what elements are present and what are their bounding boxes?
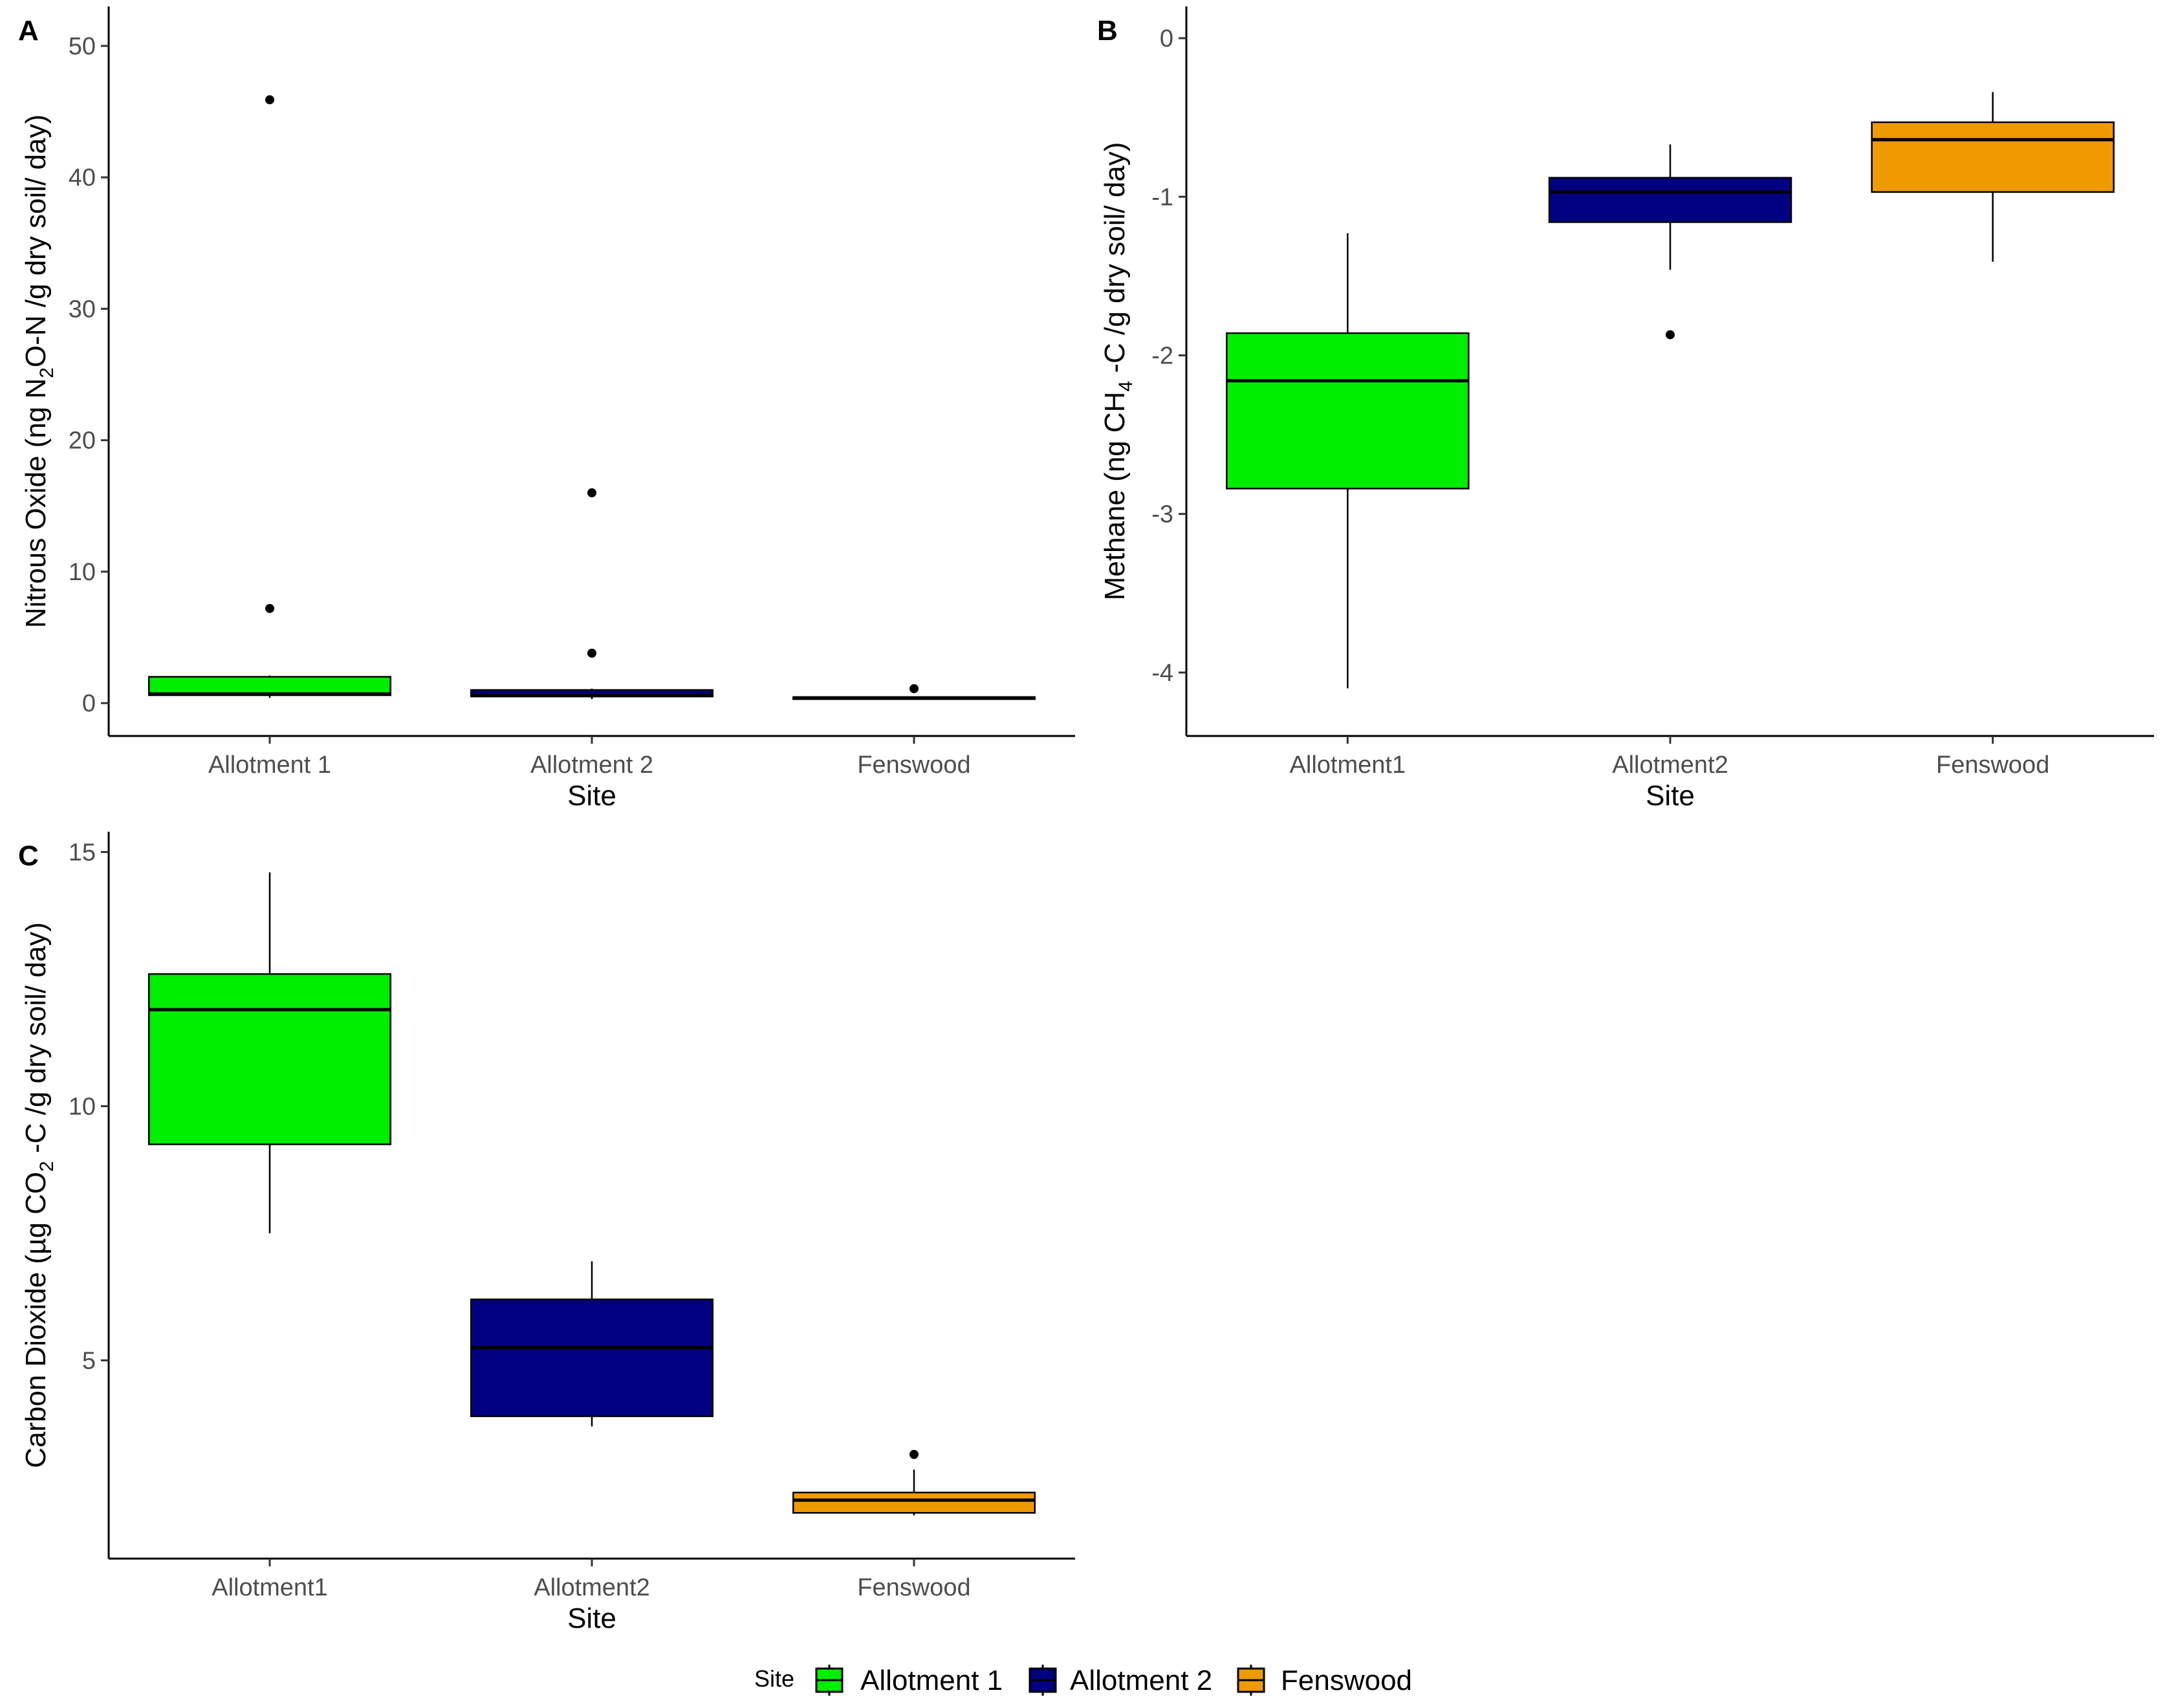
box-1 xyxy=(148,95,391,698)
y-axis-title: Nitrous Oxide (ng N2O-N /g dry soil/ day… xyxy=(20,114,58,628)
legend-key-allotment-2 xyxy=(1029,1665,1057,1696)
box-3 xyxy=(792,684,1036,700)
x-tick-label: Allotment 1 xyxy=(208,751,331,779)
x-tick-label: Fenswood xyxy=(1936,751,2049,779)
box-2 xyxy=(470,1261,713,1427)
panel-c: C 5 10 15 Allotment1 Allotment2 Fenswood Site Ca… xyxy=(18,832,1075,1634)
panel-tag: C xyxy=(18,840,39,872)
outlier-point xyxy=(909,684,919,693)
y-tick-label: 50 xyxy=(69,33,96,60)
y-tick-label: 10 xyxy=(69,559,96,586)
legend-label-allotment-2: Allotment 2 xyxy=(1070,1665,1212,1696)
y-tick-label: 10 xyxy=(69,1093,96,1120)
outlier-point xyxy=(265,603,274,613)
box-3 xyxy=(792,1449,1036,1516)
y-axis-title-part: O-N /g dry soil/ day) xyxy=(20,114,52,367)
y-axis-title-part: Methane (ng CH xyxy=(1099,392,1131,601)
x-tick-label: Allotment1 xyxy=(1290,751,1406,779)
y-tick-label: -4 xyxy=(1151,660,1173,687)
y-tick-label: -3 xyxy=(1151,501,1173,528)
y-tick-label: 20 xyxy=(69,427,96,455)
y-axis-title-subscript: 2 xyxy=(36,367,58,378)
x-tick-label: Fenswood xyxy=(857,751,970,779)
y-tick-label: 5 xyxy=(82,1347,96,1374)
box-body xyxy=(792,1491,1036,1514)
y-tick-label: -2 xyxy=(1151,342,1173,369)
box-body xyxy=(1871,121,2115,193)
box-body xyxy=(1226,332,1470,490)
legend: Site Allotment 1 Allotment 2 Fenswood xyxy=(754,1665,1412,1696)
panel-tag: B xyxy=(1097,15,1118,47)
legend-key-allotment-1 xyxy=(815,1665,844,1696)
x-axis-title: Site xyxy=(567,1603,616,1634)
legend-title: Site xyxy=(754,1665,794,1692)
y-axis-title: Methane (ng CH4 -C /g dry soil/ day) xyxy=(1099,142,1137,601)
y-tick-label: 0 xyxy=(82,690,96,717)
outlier-point xyxy=(1666,330,1675,340)
box-body xyxy=(148,676,391,697)
legend-label-allotment-1: Allotment 1 xyxy=(860,1665,1003,1696)
y-tick-label: 40 xyxy=(69,164,96,191)
outlier-point xyxy=(587,488,596,497)
y-axis-title-part: -C /g dry soil/ day) xyxy=(1099,142,1131,381)
y-tick-label: 30 xyxy=(69,296,96,323)
x-tick-label: Allotment 2 xyxy=(530,751,653,779)
panel-b: B 0 -1 -2 -3 -4 Allotment1 Allotment2 Fenswood Si… xyxy=(1097,6,2154,812)
legend-label-fenswood: Fenswood xyxy=(1281,1665,1412,1696)
x-tick-label: Allotment2 xyxy=(1612,751,1728,779)
outlier-point xyxy=(909,1449,919,1459)
box-body xyxy=(1548,177,1792,223)
outlier-point xyxy=(587,648,596,658)
x-tick-label: Allotment2 xyxy=(534,1574,650,1601)
box-2 xyxy=(1548,144,1792,340)
outlier-point xyxy=(265,95,274,105)
y-tick-label: 15 xyxy=(69,839,96,866)
box-body xyxy=(148,973,391,1145)
y-axis-title-part: Carbon Dioxide (µg CO xyxy=(20,1172,52,1468)
box-body xyxy=(470,1298,713,1418)
x-tick-label: Allotment1 xyxy=(212,1574,328,1601)
y-tick-label: -1 xyxy=(1151,184,1173,211)
y-tick-label: 0 xyxy=(1160,25,1173,52)
box-1 xyxy=(1226,233,1470,689)
x-tick-label: Fenswood xyxy=(857,1574,970,1601)
box-3 xyxy=(1871,92,2115,262)
y-axis-title-subscript: 4 xyxy=(1115,381,1137,392)
box-2 xyxy=(470,488,713,700)
y-axis-title-part: -C /g dry soil/ day) xyxy=(20,922,52,1161)
panel-tag: A xyxy=(18,15,39,47)
panel-a: A 0 10 20 30 40 50 Allotment 1 Allotment 2 Fenswo… xyxy=(18,6,1075,812)
x-axis-title: Site xyxy=(567,780,616,812)
x-axis-title: Site xyxy=(1646,780,1695,812)
legend-key-fenswood xyxy=(1237,1665,1265,1696)
box-1 xyxy=(148,872,391,1233)
y-axis-title-subscript: 2 xyxy=(36,1161,58,1172)
y-axis-title-part: Nitrous Oxide (ng N xyxy=(20,378,52,628)
y-axis-title: Carbon Dioxide (µg CO2 -C /g dry soil/ d… xyxy=(20,922,58,1468)
